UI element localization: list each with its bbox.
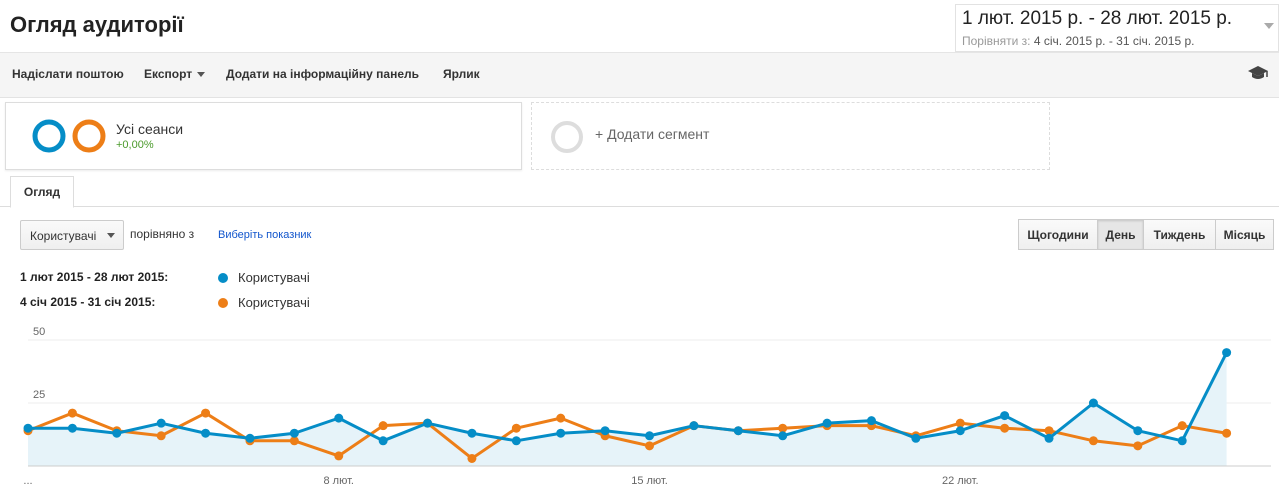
date-range-label: 1 лют. 2015 р. - 28 лют. 2015 р. bbox=[962, 8, 1233, 29]
export-label: Експорт bbox=[144, 67, 193, 81]
legend-dot-previous bbox=[218, 298, 228, 308]
series-point-1 bbox=[1044, 426, 1054, 436]
series-point-0 bbox=[1088, 398, 1098, 408]
series-point-0 bbox=[23, 423, 33, 433]
series-point-0 bbox=[334, 413, 344, 423]
series-point-0 bbox=[67, 423, 77, 433]
metric-dropdown-label: Користувачі bbox=[30, 229, 97, 243]
shortcut-button[interactable]: Ярлик bbox=[443, 67, 480, 81]
series-point-1 bbox=[556, 413, 566, 423]
add-segment-label: + Додати сегмент bbox=[595, 126, 710, 142]
series-point-1 bbox=[467, 453, 477, 463]
series-point-1 bbox=[1177, 421, 1187, 431]
series-point-0 bbox=[733, 426, 743, 436]
series-point-1 bbox=[1000, 423, 1010, 433]
legend-dot-current bbox=[218, 273, 228, 283]
page-title: Огляд аудиторії bbox=[10, 12, 184, 37]
series-point-1 bbox=[1133, 441, 1143, 451]
series-line-1 bbox=[27, 411, 1227, 460]
export-button[interactable]: Експорт bbox=[144, 67, 206, 81]
series-point-0 bbox=[866, 416, 876, 426]
email-button[interactable]: Надіслати поштою bbox=[12, 67, 124, 81]
select-metric-link[interactable]: Виберіть показник bbox=[218, 229, 312, 241]
series-point-0 bbox=[778, 431, 788, 441]
series-point-0 bbox=[423, 418, 433, 428]
series-point-1 bbox=[156, 431, 166, 441]
granularity-week-button[interactable]: Тиждень bbox=[1143, 219, 1216, 250]
series-point-1 bbox=[1088, 436, 1098, 446]
series-point-0 bbox=[1177, 436, 1187, 446]
date-range-picker[interactable]: 1 лют. 2015 р. - 28 лют. 2015 р. Порівня… bbox=[955, 4, 1279, 52]
metric-dropdown[interactable]: Користувачі bbox=[20, 220, 124, 250]
legend-metric-previous: Користувачі bbox=[238, 295, 310, 310]
series-point-0 bbox=[112, 428, 122, 438]
series-point-1 bbox=[201, 408, 211, 418]
page-header: Огляд аудиторії 1 лют. 2015 р. - 28 лют.… bbox=[0, 0, 1279, 53]
segment-card-all-sessions[interactable]: Усі сеанси +0,00% bbox=[5, 102, 522, 170]
report-toolbar: Надіслати поштою Експорт Додати на інфор… bbox=[0, 53, 1279, 98]
series-point-1 bbox=[334, 451, 344, 461]
compare-range-value: 4 січ. 2015 р. - 31 січ. 2015 р. bbox=[1033, 34, 1195, 48]
compare-with-label: порівняно з bbox=[130, 227, 195, 241]
tab-overview[interactable]: Огляд bbox=[10, 176, 74, 208]
series-point-1 bbox=[511, 423, 521, 433]
empty-segment-ring-icon bbox=[551, 121, 583, 153]
series-point-0 bbox=[1044, 433, 1054, 443]
x-tick-label: 15 лют. bbox=[631, 475, 668, 487]
legend-range-previous: 4 січ 2015 - 31 січ 2015: bbox=[20, 295, 156, 309]
x-tick-label: 8 лют. bbox=[324, 475, 354, 487]
series-point-0 bbox=[245, 433, 255, 443]
tab-bar-line bbox=[0, 206, 1279, 207]
series-point-0 bbox=[645, 431, 654, 441]
y-tick-label: 25 bbox=[33, 389, 45, 401]
series-point-1 bbox=[778, 423, 788, 433]
legend-range-current: 1 лют 2015 - 28 лют 2015: bbox=[20, 270, 169, 284]
chevron-down-icon bbox=[107, 233, 115, 238]
chevron-down-icon bbox=[197, 72, 206, 78]
series-point-0 bbox=[378, 436, 388, 446]
series-point-0 bbox=[289, 428, 299, 438]
series-point-0 bbox=[156, 418, 166, 428]
x-tick-label: 22 лют. bbox=[942, 475, 979, 487]
granularity-hourly-button[interactable]: Щогодини bbox=[1018, 219, 1098, 250]
series-point-0 bbox=[201, 428, 211, 438]
series-point-0 bbox=[955, 426, 965, 436]
series-point-0 bbox=[822, 418, 832, 428]
series-point-0 bbox=[1000, 411, 1010, 421]
legend-metric-current: Користувачі bbox=[238, 270, 310, 285]
series-point-0 bbox=[511, 436, 521, 446]
users-line-chart: 50 25... 8 лют. 15 лют. 22 лют. bbox=[23, 326, 1271, 487]
series-point-0 bbox=[1222, 348, 1232, 358]
segment-rings-icon bbox=[32, 119, 106, 153]
series-point-0 bbox=[556, 428, 566, 438]
graduation-cap-icon[interactable] bbox=[1247, 65, 1269, 86]
series-point-0 bbox=[689, 421, 699, 431]
x-tick-label: ... bbox=[23, 475, 32, 487]
add-to-dashboard-button[interactable]: Додати на інформаційну панель bbox=[226, 67, 420, 81]
series-point-1 bbox=[1222, 428, 1232, 438]
compare-label: Порівняти з: bbox=[962, 34, 1031, 48]
compare-range: Порівняти з: 4 січ. 2015 р. - 31 січ. 20… bbox=[962, 34, 1194, 48]
series-point-1 bbox=[67, 408, 77, 418]
series-point-1 bbox=[955, 418, 965, 428]
granularity-month-button[interactable]: Місяць bbox=[1215, 219, 1274, 250]
chevron-down-icon bbox=[1264, 23, 1274, 29]
series-point-1 bbox=[289, 436, 299, 446]
y-tick-label: 50 bbox=[33, 326, 45, 338]
series-point-0 bbox=[911, 433, 921, 443]
series-point-0 bbox=[1133, 426, 1143, 436]
series-point-1 bbox=[378, 421, 388, 431]
segment-change: +0,00% bbox=[116, 139, 154, 151]
add-segment-button[interactable]: + Додати сегмент bbox=[531, 102, 1050, 170]
series-point-1 bbox=[645, 441, 654, 451]
segment-name: Усі сеанси bbox=[116, 121, 184, 137]
series-point-0 bbox=[600, 426, 610, 436]
series-point-0 bbox=[467, 428, 477, 438]
granularity-day-button[interactable]: День bbox=[1097, 219, 1144, 250]
series-line-0 bbox=[28, 351, 1228, 443]
